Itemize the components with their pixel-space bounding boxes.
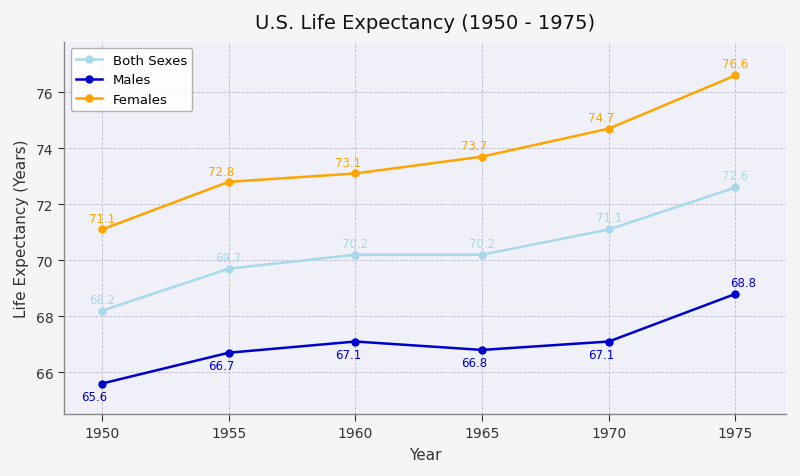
Males xyxy=(224,350,234,356)
Both Sexes xyxy=(350,252,360,258)
X-axis label: Year: Year xyxy=(409,447,442,462)
Text: 68.2: 68.2 xyxy=(89,293,115,306)
Both Sexes xyxy=(604,227,614,233)
Males xyxy=(604,339,614,345)
Text: 70.2: 70.2 xyxy=(469,237,495,250)
Text: 73.1: 73.1 xyxy=(334,157,361,170)
Females xyxy=(478,154,487,160)
Text: 73.7: 73.7 xyxy=(462,140,487,153)
Females xyxy=(604,127,614,132)
Males xyxy=(478,347,487,353)
Males xyxy=(350,339,360,345)
Text: 66.8: 66.8 xyxy=(462,357,487,369)
Text: 76.6: 76.6 xyxy=(722,58,749,71)
Text: 67.1: 67.1 xyxy=(588,348,614,361)
Text: 65.6: 65.6 xyxy=(82,390,107,403)
Line: Males: Males xyxy=(98,291,739,387)
Males xyxy=(98,381,107,387)
Text: 67.1: 67.1 xyxy=(334,348,361,361)
Text: 71.1: 71.1 xyxy=(596,212,622,225)
Text: 72.8: 72.8 xyxy=(208,165,234,178)
Females xyxy=(224,179,234,185)
Both Sexes xyxy=(730,185,740,191)
Title: U.S. Life Expectancy (1950 - 1975): U.S. Life Expectancy (1950 - 1975) xyxy=(255,14,595,33)
Text: 72.6: 72.6 xyxy=(722,170,749,183)
Text: 69.7: 69.7 xyxy=(215,251,242,264)
Text: 71.1: 71.1 xyxy=(89,213,115,226)
Line: Females: Females xyxy=(98,73,739,233)
Y-axis label: Life Expectancy (Years): Life Expectancy (Years) xyxy=(14,139,29,317)
Text: 70.2: 70.2 xyxy=(342,237,369,250)
Text: 66.7: 66.7 xyxy=(208,359,234,372)
Females xyxy=(350,171,360,177)
Females xyxy=(98,227,107,233)
Females xyxy=(730,73,740,79)
Both Sexes xyxy=(224,266,234,272)
Both Sexes xyxy=(98,308,107,314)
Text: 74.7: 74.7 xyxy=(588,112,614,125)
Legend: Both Sexes, Males, Females: Both Sexes, Males, Females xyxy=(70,50,192,112)
Line: Both Sexes: Both Sexes xyxy=(98,185,739,315)
Text: 68.8: 68.8 xyxy=(730,276,756,289)
Both Sexes xyxy=(478,252,487,258)
Males xyxy=(730,291,740,297)
